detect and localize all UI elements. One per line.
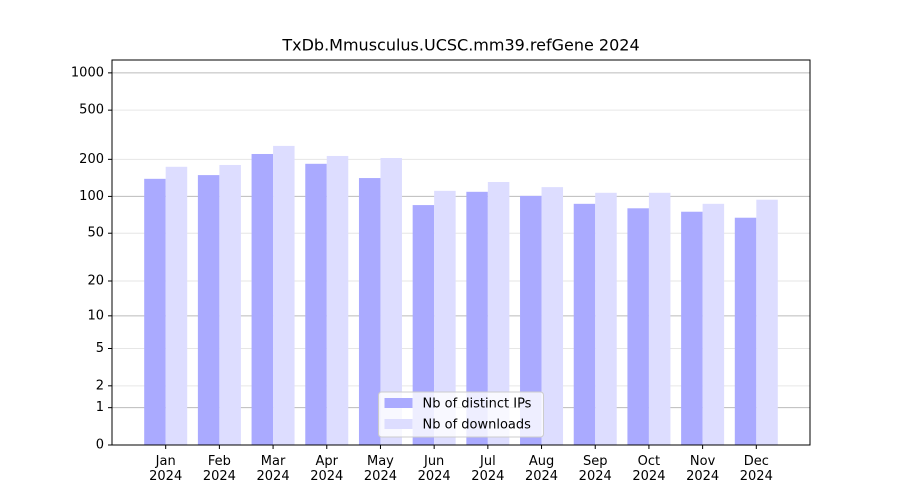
- x-tick-label: Nov 2024: [686, 454, 720, 484]
- bar: [197, 175, 220, 445]
- bar: [165, 166, 188, 445]
- y-tick-label: 50: [87, 226, 104, 241]
- bar: [627, 208, 649, 445]
- x-tick-label: Aug 2024: [524, 454, 559, 484]
- x-tick-label: May 2024: [363, 454, 397, 484]
- bar: [466, 191, 488, 445]
- x-tick-label: Dec 2024: [739, 454, 773, 484]
- bar: [681, 211, 703, 445]
- bar: [541, 187, 564, 445]
- x-tick-label: Jul 2024: [471, 454, 505, 484]
- y-tick-label: 1: [96, 400, 104, 415]
- bar: [595, 192, 617, 445]
- y-tick-label: 500: [79, 103, 104, 118]
- legend-box: [378, 391, 544, 438]
- plot-frame: [111, 59, 811, 446]
- legend-swatch: [384, 398, 413, 408]
- x-tick-label: Mar 2024: [256, 454, 290, 484]
- x-tick-label: Oct 2024: [632, 454, 666, 484]
- bar: [380, 158, 402, 445]
- x-tick-label: Sep 2024: [578, 454, 612, 484]
- x-tick-label: Apr 2024: [310, 454, 344, 484]
- bar: [520, 195, 542, 445]
- y-tick-label: 20: [87, 274, 104, 289]
- bar: [412, 205, 435, 445]
- bar: [487, 181, 510, 445]
- y-tick-label: 100: [79, 189, 104, 204]
- x-tick-label: Feb 2024: [202, 454, 236, 484]
- bar: [648, 192, 671, 445]
- legend-swatch: [384, 419, 413, 429]
- bar: [273, 145, 295, 445]
- chart-title: TxDb.Mmusculus.UCSC.mm39.refGene 2024: [281, 36, 639, 55]
- bar: [434, 190, 456, 445]
- x-tick-label: Jun 2024: [417, 454, 451, 484]
- y-tick-label: 0: [96, 438, 104, 453]
- y-tick-label: 1000: [71, 65, 104, 80]
- bar: [305, 163, 327, 445]
- y-tick-label: 10: [87, 308, 104, 323]
- bar: [358, 178, 381, 446]
- y-tick-label: 200: [79, 152, 104, 167]
- legend-label: Nb of downloads: [423, 418, 532, 433]
- legend: Nb of distinct IPs Nb of downloads: [378, 391, 544, 438]
- bar: [326, 155, 349, 445]
- legend-label: Nb of distinct IPs: [423, 397, 532, 412]
- bar: [573, 203, 596, 445]
- bar: [756, 199, 778, 445]
- bar: [702, 203, 725, 445]
- bar: [251, 153, 274, 446]
- x-tick-label: Jan 2024: [149, 454, 183, 484]
- y-tick-label: 5: [96, 341, 104, 356]
- y-tick-label: 2: [96, 378, 104, 393]
- bar: [219, 164, 241, 445]
- bar: [734, 217, 757, 445]
- bar: [144, 178, 166, 446]
